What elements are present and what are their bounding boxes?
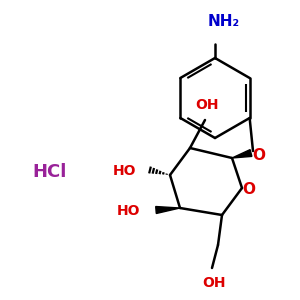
Polygon shape <box>232 150 252 158</box>
Polygon shape <box>156 206 180 214</box>
Text: HCl: HCl <box>33 163 67 181</box>
Text: O: O <box>242 182 256 197</box>
Text: NH₂: NH₂ <box>208 14 240 29</box>
Text: OH: OH <box>195 98 219 112</box>
Text: OH: OH <box>202 276 226 290</box>
Text: HO: HO <box>112 164 136 178</box>
Text: HO: HO <box>116 204 140 218</box>
Text: O: O <box>253 148 266 163</box>
